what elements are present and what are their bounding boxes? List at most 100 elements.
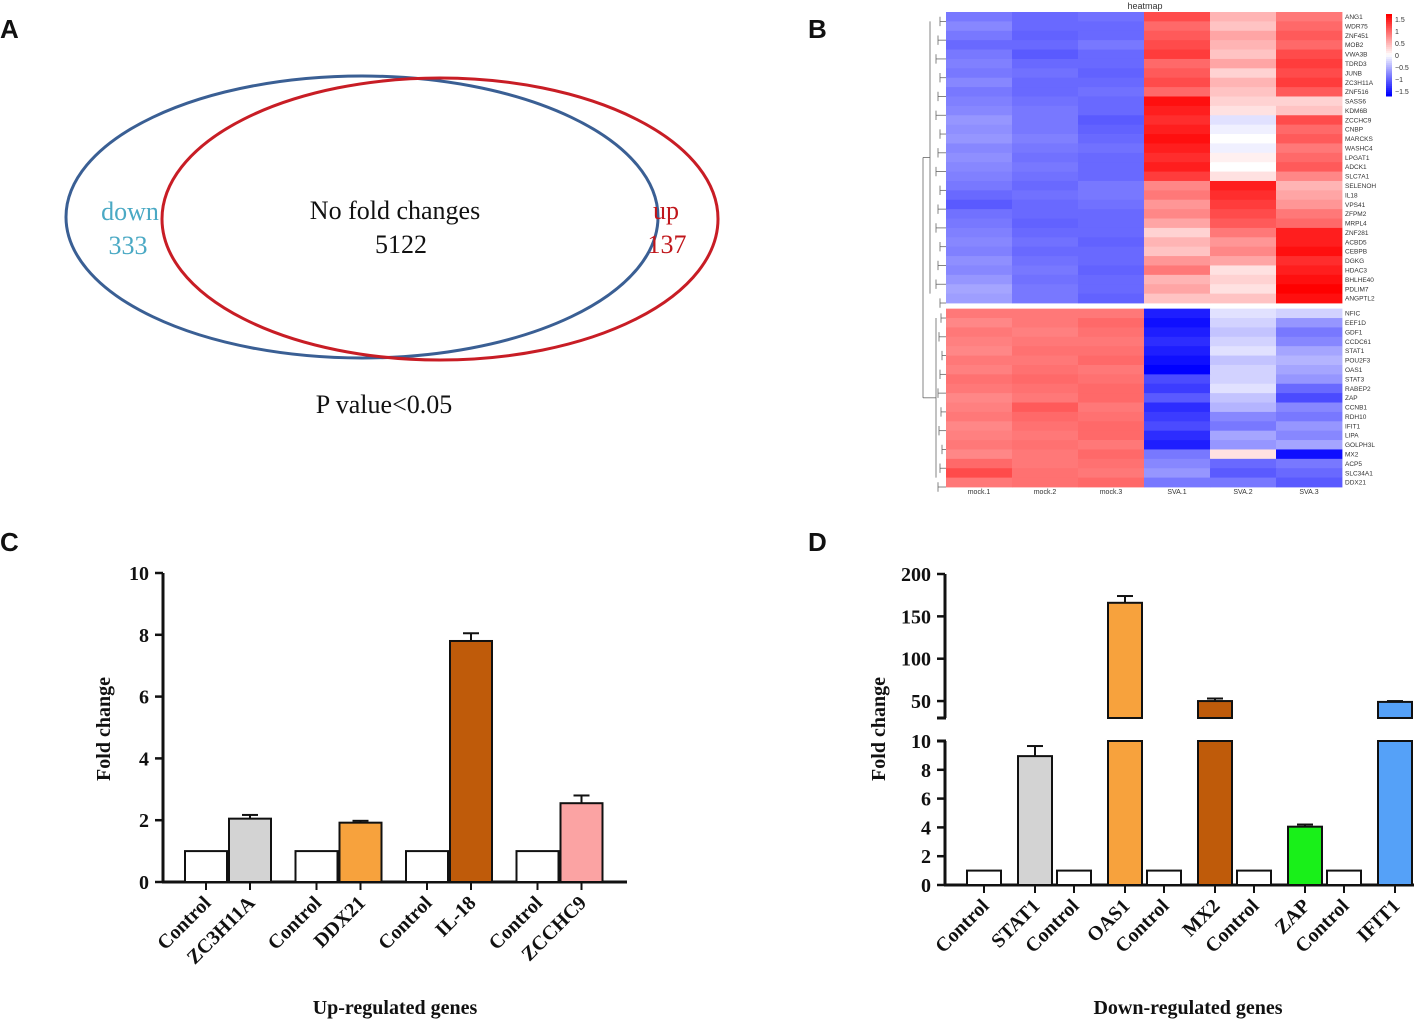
heatmap-cell bbox=[1078, 180, 1145, 191]
down-circle bbox=[64, 74, 660, 360]
heatmap-cell bbox=[1078, 237, 1145, 248]
heatmap-cell bbox=[1210, 190, 1277, 201]
c-y-tick-label: 0 bbox=[139, 872, 149, 894]
c-x-tick-label: IL-18 bbox=[431, 892, 480, 941]
up-count: 137 bbox=[648, 230, 687, 259]
colorbar-segment bbox=[1386, 22, 1392, 25]
heatmap-cell bbox=[946, 293, 1013, 304]
heatmap-cell bbox=[1210, 21, 1277, 32]
heatmap-cell bbox=[1276, 227, 1343, 238]
c-y-tick-label: 2 bbox=[139, 810, 149, 832]
colorbar-segment bbox=[1386, 44, 1392, 48]
colorbar-tick: −1 bbox=[1395, 77, 1403, 84]
heatmap-row-label: DGKG bbox=[1345, 258, 1364, 265]
heatmap-cell bbox=[946, 458, 1013, 469]
heatmap-cell bbox=[946, 58, 1013, 69]
heatmap-cell bbox=[1144, 449, 1211, 460]
heatmap-cell bbox=[1276, 430, 1343, 441]
up-circle bbox=[160, 76, 720, 362]
d-bar-lower bbox=[1197, 740, 1233, 886]
d-y-tick-label: 10 bbox=[911, 731, 931, 753]
colorbar-tick: 0.5 bbox=[1395, 41, 1405, 48]
heatmap-cell bbox=[1078, 105, 1145, 116]
heatmap-cell bbox=[1210, 40, 1277, 50]
heatmap-cell bbox=[1144, 374, 1211, 385]
colorbar-segment bbox=[1386, 46, 1392, 50]
heatmap-cell bbox=[1210, 246, 1277, 257]
heatmap-row-label: GOLPH3L bbox=[1345, 442, 1375, 449]
colorbar-segment bbox=[1386, 16, 1392, 19]
heatmap-cell bbox=[1078, 421, 1145, 432]
heatmap-cell bbox=[1210, 237, 1277, 248]
heatmap-cell bbox=[1144, 430, 1211, 441]
heatmap-cell bbox=[946, 284, 1013, 295]
c-bar bbox=[228, 817, 272, 884]
down-count: 333 bbox=[109, 231, 148, 260]
heatmap-cell bbox=[946, 105, 1013, 116]
heatmap-row-label: SLC34A1 bbox=[1345, 470, 1373, 477]
heatmap-cell bbox=[1012, 199, 1079, 210]
heatmap-cell bbox=[1144, 134, 1211, 144]
heatmap-cell bbox=[1078, 293, 1145, 304]
heatmap-cell bbox=[946, 237, 1013, 248]
heatmap-cell bbox=[1078, 12, 1145, 22]
heatmap-cell bbox=[1144, 440, 1211, 450]
heatmap-cell bbox=[1210, 383, 1277, 394]
colorbar-segment bbox=[1386, 34, 1392, 38]
heatmap-cell bbox=[1012, 68, 1079, 79]
heatmap-cell bbox=[1012, 87, 1079, 97]
heatmap-cell bbox=[1276, 77, 1343, 88]
heatmap-cell bbox=[1144, 115, 1211, 126]
heatmap-cell bbox=[1012, 227, 1079, 238]
heatmap-cell bbox=[1012, 430, 1079, 441]
colorbar-tick: −0.5 bbox=[1395, 65, 1409, 72]
heatmap-cell bbox=[1276, 274, 1343, 285]
heatmap-cell bbox=[1276, 58, 1343, 69]
heatmap-cell bbox=[1144, 68, 1211, 79]
colorbar-segment bbox=[1386, 83, 1392, 87]
heatmap-cell bbox=[1276, 411, 1343, 422]
heatmap-cell bbox=[1012, 458, 1079, 469]
colorbar-segment bbox=[1386, 75, 1392, 79]
panel-label-a: A bbox=[0, 14, 19, 44]
heatmap-cell bbox=[1210, 134, 1277, 144]
heatmap-cell bbox=[1210, 440, 1277, 450]
heatmap-row-label: MOB2 bbox=[1345, 42, 1364, 49]
heatmap-cell bbox=[946, 374, 1013, 385]
heatmap-cell bbox=[1144, 402, 1211, 413]
heatmap-cell bbox=[946, 124, 1013, 135]
heatmap-cell bbox=[1144, 237, 1211, 248]
d-bar bbox=[1146, 869, 1182, 886]
heatmap-cell bbox=[946, 383, 1013, 394]
heatmap-cell bbox=[1144, 162, 1211, 172]
heatmap-row-label: KDM6B bbox=[1345, 108, 1367, 115]
colorbar-segment bbox=[1386, 30, 1392, 33]
heatmap-cell bbox=[1144, 327, 1211, 338]
heatmap-col-label: SVA.2 bbox=[1233, 489, 1252, 496]
heatmap-cell bbox=[1144, 336, 1211, 347]
d-bar-lower bbox=[1107, 740, 1143, 886]
heatmap-cell bbox=[1276, 87, 1343, 97]
heatmap-cell bbox=[1078, 327, 1145, 338]
panel-label-d: D bbox=[808, 527, 827, 557]
heatmap-row-label: MARCKS bbox=[1345, 136, 1373, 143]
heatmap-cell bbox=[1276, 134, 1343, 144]
heatmap-cell bbox=[1210, 346, 1277, 356]
heatmap-cell bbox=[946, 327, 1013, 338]
colorbar-segment bbox=[1386, 61, 1392, 64]
heatmap-cell bbox=[1210, 308, 1277, 319]
heatmap-cell bbox=[1210, 77, 1277, 88]
colorbar-segment bbox=[1386, 73, 1392, 76]
heatmap-col-label: mock.3 bbox=[1100, 489, 1123, 496]
heatmap-cell bbox=[1144, 180, 1211, 191]
heatmap-cell bbox=[1210, 430, 1277, 441]
heatmap-cell bbox=[946, 246, 1013, 257]
heatmap-cell bbox=[1144, 308, 1211, 319]
heatmap-cell bbox=[1078, 40, 1145, 50]
heatmap-row-label: RABEP2 bbox=[1345, 386, 1371, 393]
heatmap-cell bbox=[1210, 355, 1277, 366]
heatmap-cell bbox=[1210, 327, 1277, 338]
heatmap-cell bbox=[1144, 293, 1211, 304]
heatmap-cell bbox=[1144, 218, 1211, 229]
